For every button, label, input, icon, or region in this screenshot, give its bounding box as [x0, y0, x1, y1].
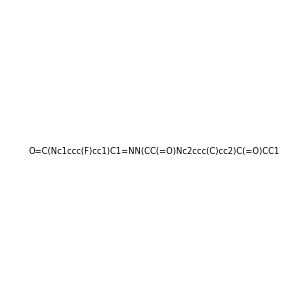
- Text: O=C(Nc1ccc(F)cc1)C1=NN(CC(=O)Nc2ccc(C)cc2)C(=O)CC1: O=C(Nc1ccc(F)cc1)C1=NN(CC(=O)Nc2ccc(C)cc…: [28, 147, 279, 156]
